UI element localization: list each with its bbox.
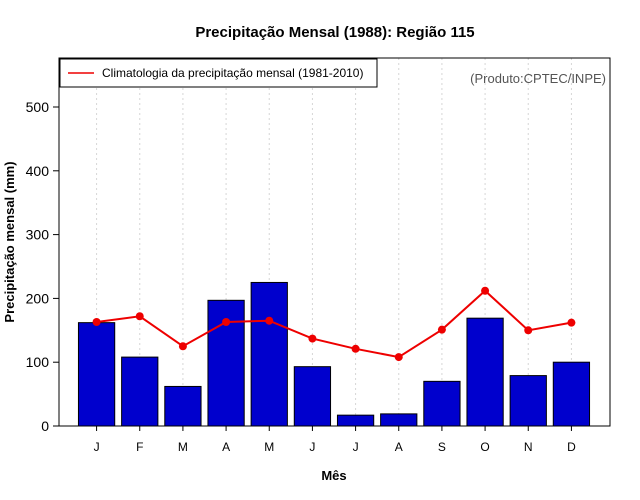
legend: Climatologia da precipitação mensal (198… (59, 58, 378, 88)
climatology-point (524, 326, 533, 335)
y-tick-label: 100 (26, 354, 50, 370)
climatology-series (92, 286, 576, 362)
y-tick-label: 300 (26, 227, 50, 243)
climatology-point (437, 325, 446, 334)
legend-label: Climatologia da precipitação mensal (198… (102, 66, 363, 80)
y-axis-title: Precipitação mensal (mm) (2, 161, 17, 322)
x-tick-label: J (353, 440, 359, 454)
bar (552, 361, 591, 427)
y-tick-label: 400 (26, 163, 50, 179)
chart-title: Precipitação Mensal (1988): Região 115 (195, 24, 474, 41)
bar (164, 385, 202, 427)
x-axis-title: Mês (321, 468, 346, 483)
bar (250, 281, 288, 427)
climatology-point (308, 334, 317, 343)
x-tick-label: J (94, 440, 100, 454)
bar (121, 356, 159, 427)
x-tick-label: A (222, 440, 230, 454)
climatology-point (394, 353, 403, 362)
x-tick-label: F (136, 440, 143, 454)
x-tick-label: A (395, 440, 403, 454)
bar (423, 380, 461, 427)
bar (293, 366, 332, 427)
climatology-point (92, 318, 101, 327)
bar (509, 375, 547, 427)
x-tick-label: D (567, 440, 576, 454)
climatology-point (481, 286, 490, 295)
climatology-point (178, 342, 187, 351)
x-tick-label: M (178, 440, 188, 454)
bar (77, 322, 116, 427)
climatology-line (96, 289, 572, 359)
y-tick-label: 500 (26, 99, 50, 115)
plot-frame (58, 57, 611, 427)
bar (380, 413, 418, 427)
climatology-point (351, 344, 360, 353)
x-tick-label: O (480, 440, 489, 454)
y-tick-label: 0 (41, 418, 49, 434)
climatology-point (567, 318, 576, 327)
legend-box (59, 58, 378, 88)
bar (336, 414, 375, 427)
x-tick-label: S (438, 440, 446, 454)
climatology-point (265, 316, 274, 325)
source-annotation: (Produto:CPTEC/INPE) (470, 71, 606, 86)
x-tick-label: J (309, 440, 315, 454)
x-tick-label: M (264, 440, 274, 454)
climatology-point (135, 312, 144, 321)
x-tick-label: N (524, 440, 533, 454)
bar (466, 317, 504, 427)
y-axis: 0 100 200 300 400 500 (26, 99, 59, 434)
climatology-point (222, 318, 231, 327)
bar-series (77, 281, 591, 427)
y-tick-label: 200 (26, 290, 50, 306)
